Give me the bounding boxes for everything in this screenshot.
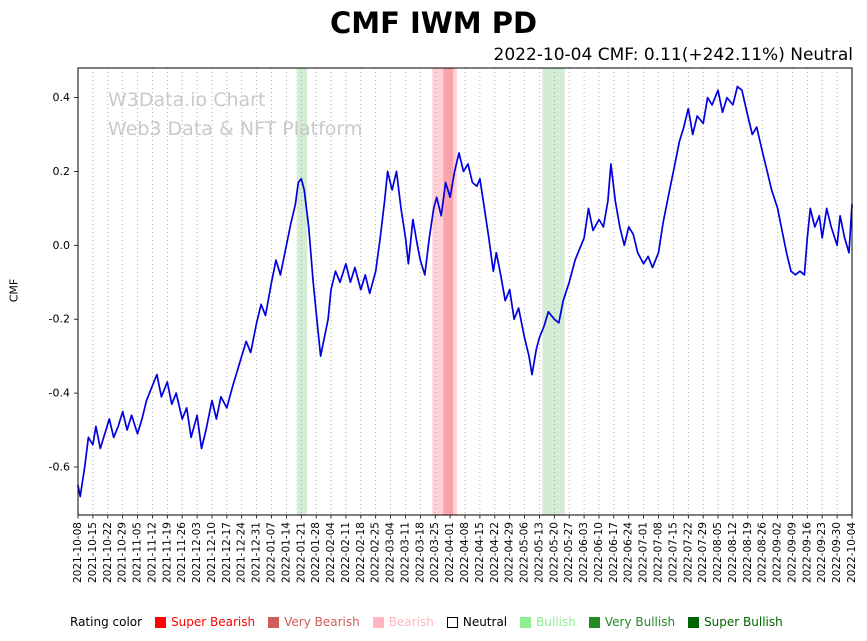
- x-tick-label: 2022-02-18: [355, 522, 367, 583]
- x-tick-label: 2022-03-18: [414, 522, 426, 583]
- legend-item: Very Bearish: [268, 615, 360, 629]
- bearish-band-core: [443, 68, 454, 515]
- legend-item: Very Bullish: [588, 615, 676, 629]
- legend-swatch: [372, 616, 384, 628]
- x-tick-label: 2022-04-29: [504, 522, 516, 583]
- x-tick-label: 2022-09-16: [801, 522, 813, 583]
- x-tick-label: 2022-07-08: [653, 522, 665, 583]
- rating-color-legend: Rating color Super Bearish Very Bearish Be…: [70, 615, 783, 629]
- x-tick-label: 2022-07-29: [697, 522, 709, 583]
- legend-item-label: Bullish: [536, 615, 576, 629]
- page-title: CMF IWM PD: [329, 6, 538, 40]
- x-tick-label: 2022-09-23: [816, 522, 828, 583]
- y-tick-label: -0.6: [49, 461, 70, 474]
- x-tick-label: 2022-03-25: [429, 522, 441, 583]
- x-tick-label: 2022-04-15: [474, 522, 486, 583]
- x-tick-label: 2021-12-03: [191, 522, 203, 583]
- cmf-line: [77, 85, 853, 498]
- x-tick-label: 2022-06-17: [608, 522, 620, 583]
- x-grid-and-labels: 2021-10-08 2021-10-15 2021-10-22 2021-10-29…: [72, 68, 858, 583]
- x-tick-label: 2022-04-01: [444, 522, 456, 583]
- x-tick-label: 2022-02-25: [370, 522, 382, 583]
- legend-item: Neutral: [446, 615, 508, 629]
- x-tick-label: 2021-12-10: [206, 522, 218, 583]
- legend-swatch: [588, 616, 600, 628]
- x-tick-label: 2022-08-19: [742, 522, 754, 583]
- legend-swatch: [520, 616, 532, 628]
- x-tick-label: 2022-04-22: [489, 522, 501, 583]
- legend-item: Bearish: [372, 615, 434, 629]
- legend-item-label: Super Bearish: [171, 615, 256, 629]
- rating-bands: [296, 68, 565, 515]
- x-tick-label: 2021-10-15: [87, 522, 99, 583]
- x-tick-label: 2022-08-05: [712, 522, 724, 583]
- chart-subtitle: 2022-10-04 CMF: 0.11(+242.11%) Neutral: [493, 45, 853, 65]
- x-tick-label: 2021-11-12: [146, 522, 158, 583]
- x-tick-label: 2021-12-17: [221, 522, 233, 583]
- x-tick-label: 2022-07-01: [638, 522, 650, 583]
- legend-item-label: Very Bearish: [284, 615, 360, 629]
- bearish-band-mar-apr: [432, 68, 457, 515]
- x-tick-label: 2021-12-31: [251, 522, 263, 583]
- legend-item-label: Neutral: [462, 615, 508, 629]
- x-tick-label: 2022-06-03: [578, 522, 590, 583]
- legend-item: Bullish: [520, 615, 576, 629]
- x-tick-label: 2022-10-04: [846, 522, 858, 583]
- bullish-band-jan: [296, 68, 308, 515]
- legend-title: Rating color: [70, 615, 143, 629]
- legend-swatch: [688, 616, 700, 628]
- x-tick-label: 2022-06-24: [623, 522, 635, 583]
- x-tick-label: 2021-10-29: [117, 522, 129, 583]
- legend-item-label: Bearish: [388, 615, 434, 629]
- legend-item-label: Super Bullish: [704, 615, 783, 629]
- legend-item-label: Very Bullish: [604, 615, 676, 629]
- x-tick-label: 2022-03-11: [400, 522, 412, 583]
- x-tick-label: 2022-03-04: [385, 522, 397, 583]
- legend-item: Super Bearish: [155, 615, 255, 629]
- legend-swatch: [446, 616, 458, 628]
- x-tick-label: 2022-05-20: [548, 522, 560, 583]
- y-tick-label: -0.4: [49, 387, 70, 400]
- x-tick-label: 2022-04-08: [459, 522, 471, 583]
- x-tick-label: 2022-01-14: [280, 522, 292, 583]
- x-tick-label: 2022-02-11: [340, 522, 352, 583]
- x-tick-label: 2022-07-15: [667, 522, 679, 583]
- y-tick-label: 0.4: [53, 91, 71, 104]
- plot-frame: [77, 67, 853, 516]
- legend-item: Super Bullish: [688, 615, 783, 629]
- x-tick-label: 2022-09-02: [772, 522, 784, 583]
- x-tick-label: 2021-10-08: [72, 522, 84, 583]
- y-tick-label: 0.2: [53, 165, 71, 178]
- x-tick-label: 2022-09-30: [831, 522, 843, 583]
- cmf-line-chart: 2021-10-08 2021-10-15 2021-10-22 2021-10-29…: [49, 67, 858, 583]
- legend-swatch: [155, 616, 167, 628]
- x-tick-label: 2022-05-27: [563, 522, 575, 583]
- x-tick-label: 2022-05-06: [519, 522, 531, 583]
- x-tick-label: 2022-07-22: [682, 522, 694, 583]
- x-tick-label: 2021-10-22: [102, 522, 114, 583]
- bullish-band-may: [542, 68, 565, 515]
- x-tick-label: 2022-05-13: [533, 522, 545, 583]
- legend-items: Super Bearish Very Bearish Bearish Neutral B…: [155, 615, 783, 629]
- x-tick-label: 2022-06-10: [593, 522, 605, 583]
- y-tick-label: -0.2: [49, 313, 70, 326]
- x-tick-label: 2021-11-19: [161, 522, 173, 583]
- x-tick-label: 2022-01-28: [310, 522, 322, 583]
- x-tick-label: 2022-02-04: [325, 522, 337, 583]
- x-tick-label: 2022-01-07: [266, 522, 278, 583]
- x-tick-label: 2022-01-21: [295, 522, 307, 583]
- y-axis-label: CMF: [7, 278, 21, 303]
- legend-swatch: [268, 616, 280, 628]
- x-tick-label: 2021-11-26: [176, 522, 188, 583]
- x-tick-label: 2022-08-12: [727, 522, 739, 583]
- x-tick-label: 2021-12-24: [236, 522, 248, 583]
- x-tick-label: 2021-11-05: [132, 522, 144, 583]
- y-tick-label: 0.0: [53, 239, 71, 252]
- x-tick-label: 2022-08-26: [757, 522, 769, 583]
- y-ticks: 0.4 0.2 0.0 -0.2 -0.4 -0.6: [49, 91, 78, 474]
- x-tick-label: 2022-09-09: [787, 522, 799, 583]
